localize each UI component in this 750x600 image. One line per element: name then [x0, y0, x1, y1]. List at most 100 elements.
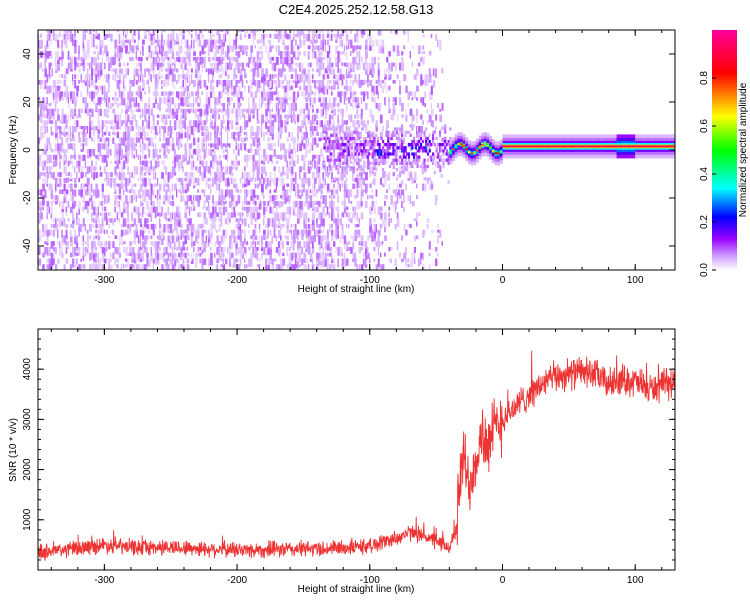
spectrogram-cell: [444, 124, 447, 128]
spectrogram-cell: [50, 120, 54, 124]
spectrogram-cell: [426, 74, 429, 83]
spectrogram-cell: [205, 103, 209, 112]
spectrogram-cell: [305, 218, 307, 225]
spectrogram-cell: [326, 56, 329, 66]
spectrogram-cell: [201, 68, 204, 73]
spectrogram-cell: [250, 206, 252, 213]
spectrogram-cell: [424, 74, 427, 81]
spectrogram-cell: [38, 160, 40, 166]
spectrogram-cell: [395, 177, 398, 181]
spectrogram-cell: [369, 146, 373, 150]
spectrogram-cell: [388, 206, 391, 211]
spectrogram-cell: [359, 158, 362, 162]
spectrogram-cell: [277, 166, 281, 173]
spectrogram-cell: [324, 200, 327, 208]
spectrogram-cell: [275, 189, 278, 193]
spectrogram-cell: [373, 149, 376, 153]
spectrogram-cell: [316, 223, 318, 228]
spectrogram-cell: [127, 149, 130, 155]
spectrogram-cell: [93, 241, 96, 248]
spectrogram-cell: [428, 143, 431, 147]
spectrogram-cell: [80, 62, 83, 67]
spectrogram-cell: [91, 218, 93, 222]
spectrogram-cell: [311, 91, 314, 95]
spectrogram-cell: [438, 155, 442, 159]
spectrogram-cell: [122, 97, 126, 106]
spectrogram-cell: [50, 91, 53, 96]
spectrogram-cell: [205, 131, 209, 140]
spectrogram-cell: [210, 62, 212, 67]
spectrogram-cell: [89, 154, 92, 159]
spectrogram-cell: [307, 120, 311, 125]
spectrogram-cell: [297, 62, 299, 68]
spectrogram-cell: [216, 183, 218, 191]
spectrogram-cell: [167, 218, 171, 222]
spectrogram-cell: [318, 172, 321, 178]
spectrogram-cell: [48, 137, 50, 145]
spectrogram-cell: [131, 247, 135, 256]
spectrogram-cell: [50, 154, 52, 164]
spectrogram-cell: [188, 131, 191, 140]
spectrogram-cell: [42, 131, 45, 139]
spectrogram-cell: [169, 108, 172, 116]
spectrogram-cell: [122, 137, 126, 146]
spectrogram-cell: [256, 137, 259, 143]
spectrogram-cell: [167, 264, 170, 270]
spectrogram-cell: [122, 91, 125, 99]
spectrogram-cell: [167, 114, 171, 119]
spectrogram-cell: [428, 155, 431, 159]
spectrogram-cell: [80, 108, 84, 114]
spectrogram-cell: [292, 200, 296, 210]
spectrogram-cell: [212, 195, 214, 204]
spectrogram-cell: [80, 166, 84, 172]
spectrogram-cell: [309, 229, 312, 235]
spectrogram-cell: [59, 56, 62, 61]
spectrogram-cell: [318, 223, 322, 229]
spectrogram-cell: [199, 252, 202, 257]
spectrogram-cell: [152, 120, 155, 128]
spectrogram-cell: [286, 218, 290, 225]
spectrogram-cell: [331, 258, 334, 264]
spectrogram-cell: [344, 180, 347, 184]
spectrogram-cell: [323, 177, 326, 181]
spectrogram-cell: [263, 247, 266, 255]
spectrogram-cell: [122, 229, 125, 236]
spectrogram-cell: [38, 114, 40, 121]
spectrogram-cell: [86, 103, 89, 109]
spectrogram-cell: [348, 85, 351, 93]
spectrogram-cell: [235, 74, 238, 79]
spectrogram-cell: [438, 133, 442, 137]
spectrogram-cell: [50, 68, 54, 77]
spectrogram-cell: [103, 45, 107, 54]
spectrogram-cell: [365, 103, 368, 110]
spectrogram-cell: [116, 120, 120, 130]
spectrogram-cell: [297, 247, 300, 256]
spectrogram-cell: [231, 85, 233, 90]
spectrogram-cell: [199, 149, 201, 154]
spectrogram-cell: [74, 183, 77, 188]
spectrogram-cell: [337, 229, 339, 239]
spectrogram-cell: [250, 235, 253, 239]
spectrogram-cell: [254, 206, 258, 213]
spectrogram-cell: [38, 247, 41, 255]
spectrogram-cell: [224, 79, 227, 86]
spectrogram-cell: [131, 241, 133, 245]
spectrogram-cell: [413, 74, 417, 80]
signal-line-segment: [462, 145, 466, 148]
spectrogram-cell: [233, 131, 236, 140]
spectrogram-cell: [135, 264, 139, 270]
spectrogram-cell: [65, 177, 68, 183]
spectrogram-cell: [275, 30, 277, 33]
spectrogram-cell: [373, 143, 376, 147]
spectrogram-cell: [129, 223, 131, 231]
spectrogram-cell: [182, 30, 185, 36]
spectrogram-cell: [341, 74, 345, 80]
spectrogram-cell: [167, 177, 170, 183]
spectrogram-cell: [305, 241, 308, 249]
spectrogram-cell: [244, 195, 247, 202]
signal-line-segment: [544, 145, 548, 148]
spectrogram-cell: [280, 30, 283, 34]
spectrogram-cell: [125, 264, 128, 268]
spectrogram-cell: [254, 62, 257, 70]
spectrogram-cell: [78, 264, 81, 270]
